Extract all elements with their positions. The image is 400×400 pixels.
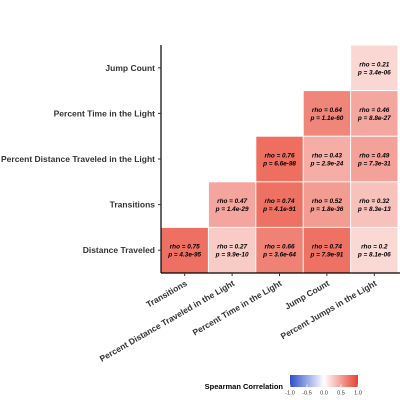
legend-tick-label: -0.5 [302, 391, 312, 397]
cell-tile [351, 227, 398, 273]
heatmap-cell: rho = 0.66p = 3.6e-64 [256, 227, 303, 273]
cell-p-label: p = 1.1e-60 [309, 115, 343, 122]
heatmap-cell: rho = 0.2p = 8.1e-06 [351, 227, 398, 273]
cell-rho-label: rho = 0.32 [359, 198, 389, 205]
legend-title: Spearman Correlation [205, 382, 284, 391]
cell-p-label: p = 6.6e-98 [262, 161, 296, 168]
legend-tick-label: 1.0 [354, 391, 362, 397]
cell-tile [303, 136, 351, 182]
cell-rho-label: rho = 0.27 [217, 244, 247, 251]
cell-p-label: p = 8.1e-06 [357, 252, 391, 259]
y-label-transitions: Transitions [110, 200, 156, 210]
cell-p-label: p = 1.4e-29 [215, 206, 249, 213]
y-label-percent-time-in-the-light: Percent Time in the Light [54, 108, 156, 118]
cell-tile [351, 182, 398, 227]
cell-p-label: p = 4.1e-91 [262, 206, 296, 213]
cell-tile [256, 136, 303, 182]
legend-tick-label: 0.5 [337, 391, 345, 397]
cell-rho-label: rho = 0.66 [264, 244, 294, 251]
heatmap-cell: rho = 0.74p = 4.1e-91 [256, 182, 303, 227]
legend-tick-label: -1.0 [285, 391, 295, 397]
cell-rho-label: rho = 0.43 [312, 153, 342, 160]
x-label-percent-time-in-the-light: Percent Time in the Light [191, 278, 284, 337]
cell-rho-label: rho = 0.2 [361, 244, 388, 251]
heatmap-cell: rho = 0.76p = 6.6e-98 [256, 136, 303, 182]
heatmap-cell: rho = 0.21p = 3.4e-06 [351, 45, 398, 91]
cell-rho-label: rho = 0.75 [170, 244, 200, 251]
cell-p-label: p = 2.9e-24 [309, 161, 343, 168]
cell-tile [351, 91, 398, 136]
cell-tile [208, 227, 256, 273]
cell-rho-label: rho = 0.74 [264, 198, 294, 205]
heatmap-cell: rho = 0.27p = 9.9e-10 [208, 227, 256, 273]
axes [158, 45, 400, 276]
cell-p-label: p = 7.3e-31 [357, 161, 391, 168]
cell-rho-label: rho = 0.46 [359, 107, 389, 114]
heatmap-cell: rho = 0.46p = 8.8e-27 [351, 91, 398, 136]
cell-tile [303, 182, 351, 227]
cell-rho-label: rho = 0.47 [217, 198, 247, 205]
cell-p-label: p = 8.3e-13 [357, 206, 391, 213]
heatmap-cell: rho = 0.74p = 7.9e-91 [303, 227, 351, 273]
heatmap-cell: rho = 0.32p = 8.3e-13 [351, 182, 398, 227]
cell-p-label: p = 1.8e-36 [309, 206, 343, 213]
cell-tile [351, 45, 398, 91]
heatmap-cell: rho = 0.43p = 2.9e-24 [303, 136, 351, 182]
cell-p-label: p = 4.3e-95 [167, 252, 201, 259]
cell-rho-label: rho = 0.21 [359, 61, 389, 68]
cell-tile [256, 182, 303, 227]
legend-tick-label: 0.0 [320, 391, 328, 397]
cell-p-label: p = 9.9e-10 [215, 252, 249, 259]
heatmap-cell: rho = 0.47p = 1.4e-29 [208, 182, 256, 227]
cell-p-label: p = 7.9e-91 [309, 252, 343, 259]
cell-rho-label: rho = 0.64 [312, 107, 342, 114]
cell-tile [161, 227, 208, 273]
cell-rho-label: rho = 0.76 [264, 153, 294, 160]
heatmap-cell: rho = 0.52p = 1.8e-36 [303, 182, 351, 227]
heatmap-cell: rho = 0.49p = 7.3e-31 [351, 136, 398, 182]
legend-colorbar [290, 375, 358, 387]
cell-p-label: p = 3.4e-06 [357, 69, 391, 76]
cell-rho-label: rho = 0.49 [359, 153, 389, 160]
cell-rho-label: rho = 0.52 [312, 198, 342, 205]
cell-tile [351, 136, 398, 182]
y-label-percent-distance-traveled-in-the-light: Percent Distance Traveled in the Light [1, 154, 155, 164]
x-label-transitions: Transitions [144, 278, 189, 309]
cell-p-label: p = 8.8e-27 [357, 115, 391, 122]
color-legend: Spearman Correlation -1.0 -0.5 0.0 0.5 1.0 [205, 375, 362, 397]
cell-tile [303, 227, 351, 273]
heatmap-cell: rho = 0.75p = 4.3e-95 [161, 227, 208, 273]
y-label-distance-traveled: Distance Traveled [83, 245, 155, 255]
heatmap-cell: rho = 0.64p = 1.1e-60 [303, 91, 351, 136]
cell-tile [208, 182, 256, 227]
cell-tile [303, 91, 351, 136]
cell-rho-label: rho = 0.74 [312, 244, 342, 251]
y-axis-labels: Distance Traveled Transitions Percent Dist… [1, 63, 155, 255]
cell-p-label: p = 3.6e-64 [262, 252, 296, 259]
cell-tile [256, 227, 303, 273]
y-label-jump-count: Jump Count [105, 63, 155, 73]
